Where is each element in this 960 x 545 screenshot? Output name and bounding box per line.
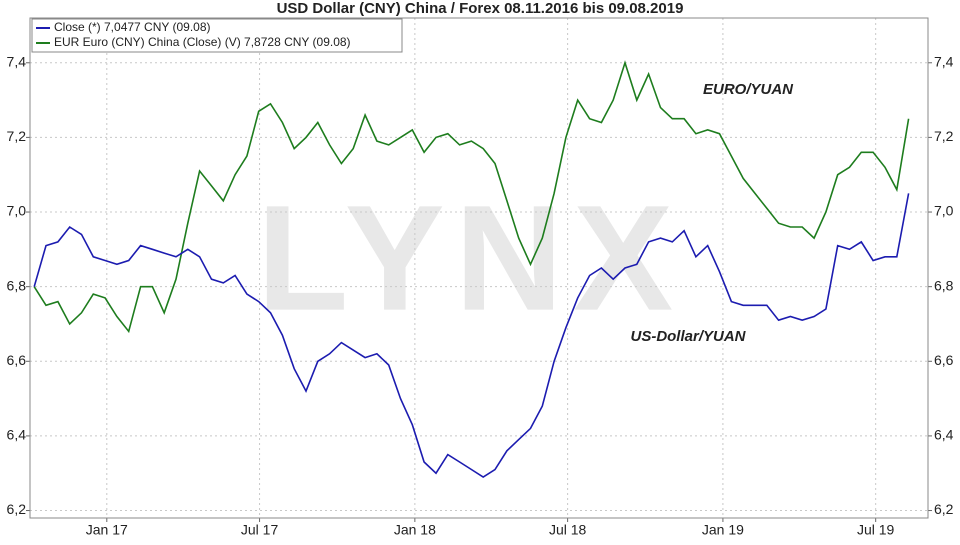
x-tick-label: Jan 17 [86,522,128,538]
series-line [33,60,910,334]
y2-tick-label: 7,0 [934,203,954,219]
y2-tick-label: 6,2 [934,501,954,517]
y-tick-label: 6,2 [7,501,27,517]
x-tick-label: Jul 18 [549,522,587,538]
y2-tick-label: 7,4 [934,53,954,69]
y2-tick-label: 7,2 [934,128,954,144]
legend-label: EUR Euro (CNY) China (Close) (V) 7,8728 … [54,35,351,49]
series-line [33,193,910,478]
legend: Close (*) 7,0477 CNY (09.08)EUR Euro (CN… [31,18,403,53]
y-tick-label: 7,0 [7,203,27,219]
annotation: EURO/YUAN [703,81,794,98]
y-tick-label: 6,4 [7,427,27,443]
legend-box [31,18,403,53]
y-tick-label: 6,8 [7,277,27,293]
y2-tick-label: 6,6 [934,352,954,368]
annotation: US-Dollar/YUAN [630,328,746,345]
watermark: LYNX [257,174,683,342]
y2-tick-label: 6,8 [934,277,954,293]
y2-tick-label: 6,4 [934,427,954,443]
y-tick-label: 7,2 [7,128,27,144]
y-tick-label: 7,4 [7,53,27,69]
x-tick-label: Jul 17 [241,522,279,538]
plot-frame [29,17,929,519]
y-tick-label: 6,6 [7,352,27,368]
x-tick-label: Jan 18 [394,522,436,538]
x-tick-label: Jul 19 [857,522,895,538]
chart-title: USD Dollar (CNY) China / Forex 08.11.201… [277,0,684,17]
legend-label: Close (*) 7,0477 CNY (09.08) [54,20,211,34]
x-tick-label: Jan 19 [702,522,744,538]
